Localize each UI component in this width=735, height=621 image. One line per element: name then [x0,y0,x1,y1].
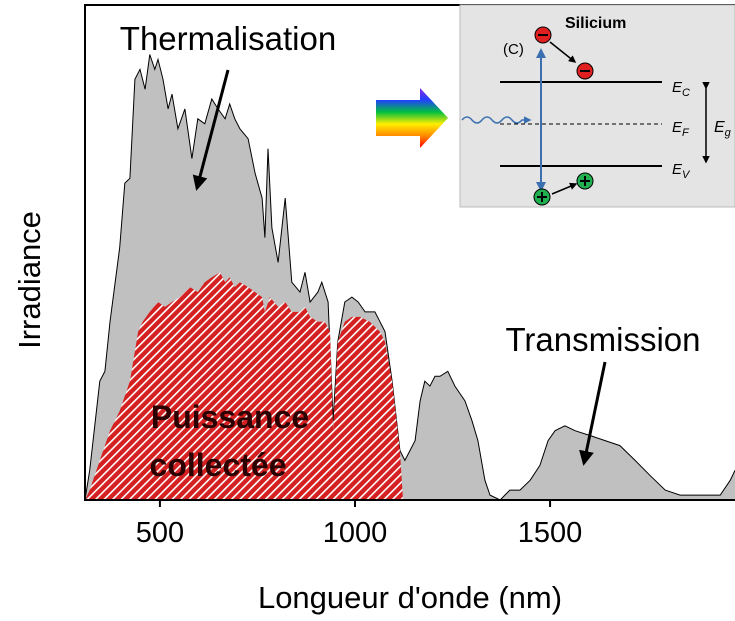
y-axis-label: Irradiance [12,211,47,349]
annotation: Thermalisation [120,20,336,57]
hole [534,189,550,205]
electron [535,27,551,43]
x-tick-label: 1500 [518,517,583,549]
inset-title: Silicium [565,15,626,32]
x-axis-label: Longueur d'onde (nm) [258,580,562,615]
light-arrow [376,88,448,148]
level-subscript: C [682,87,690,99]
inset-label: (C) [503,41,524,58]
chart: 500 1000 1500 Longueur d'onde (nm) Irradianc… [0,0,735,616]
annotation: Transmission [506,321,701,358]
gap-subscript: g [725,127,732,139]
x-tick-label: 500 [136,517,184,549]
electron [577,63,593,79]
annotation: collectée [150,447,287,483]
annotation: Puissance [151,399,309,435]
hole [577,173,593,189]
x-tick-label: 1000 [323,517,388,549]
gap-symbol: E [714,119,725,136]
plot-area: 500 1000 1500 Longueur d'onde (nm) Irradianc… [12,5,735,615]
inset-background [460,5,735,207]
